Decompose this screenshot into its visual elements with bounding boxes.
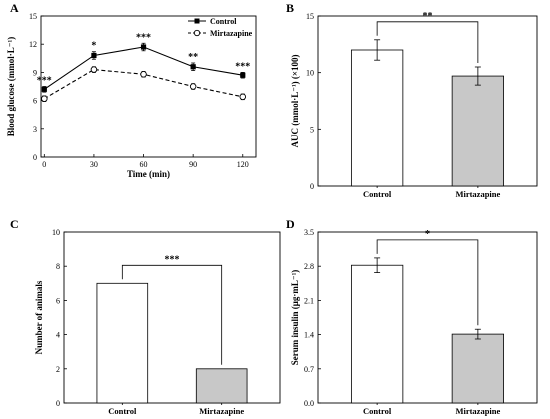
panel-a-significance-marker: *** [235,61,250,72]
panel-c-plot-frame [63,231,281,404]
panel-a-y-tick-label: 9 [33,68,37,77]
panel-a-y-tick-label: 3 [33,125,37,134]
panel-d-y-tick-label: 2.8 [304,262,314,271]
panel-a-significance-marker: *** [136,32,151,43]
panel-b-significance-marker: ** [423,11,433,22]
panel-a-legend-label-control: Control [210,17,237,26]
panel-a-x-tick-label: 60 [140,160,148,169]
panel-b-category-label-control: Control [363,189,392,199]
panel-a-point-control [140,44,147,50]
panel-d-category-label-control: Control [363,406,392,416]
panel-a-point-control [91,52,97,59]
panel-a-point-mirtazapine [41,95,48,102]
panel-c-y-tick-label: 0 [56,399,60,408]
panel-b-y-axis-title: AUC (mmol·L⁻¹) (×100) [290,54,300,147]
panel-b-bar-mirtazapine [451,75,505,187]
panel-b-y-tick-label: 10 [306,69,314,78]
panel-b-significance-bracket [376,21,479,63]
panel-a-y-tick-label: 15 [29,12,37,21]
panel-a-x-axis-title: Time (min) [127,169,170,179]
panel-a-significance-marker: * [91,41,96,52]
panel-d-bar-mirtazapine [451,333,505,404]
panel-c-label: C [10,217,19,231]
panel-d-significance-bracket [376,239,479,326]
panel-c-y-axis-title: Number of animals [34,280,44,354]
panel-b-bar-control [350,49,404,187]
panel-a-legend-label-mirtazapine: Mirtazapine [210,29,253,38]
panel-b-category-label-mirtazapine: Mirtazapine [455,189,500,199]
panel-a-point-control [240,72,246,78]
panel-a-legend-marker-control [194,18,200,24]
panel-d-label: D [286,217,295,231]
panel-a-y-tick-label: 12 [29,40,37,49]
panel-c-bar-control [96,282,149,404]
panel-c-significance-marker: *** [165,254,180,265]
panel-a-series-line-control [43,46,243,90]
panel-d-y-tick-label: 0.7 [304,365,314,374]
panel-a-x-tick-label: 120 [237,160,249,169]
panel-a-x-tick-label: 30 [90,160,98,169]
panel-b-label: B [286,1,294,15]
panel-d-category-label-mirtazapine: Mirtazapine [455,406,500,416]
panel-a-point-mirtazapine [239,93,247,101]
panel-d-y-axis-title: Serum insulin (μg·mL⁻¹) [290,270,300,366]
panel-a-significance-marker: ** [188,52,198,63]
panel-c-y-tick-label: 6 [56,296,60,305]
panel-b-y-tick-label: 5 [310,125,314,134]
panel-a-y-tick-label: 0 [33,153,37,162]
panel-d-plot-frame [317,231,538,404]
panel-a-point-mirtazapine [90,66,98,73]
panel-a-x-tick-label: 90 [189,160,197,169]
panel-a-point-mirtazapine [189,83,197,90]
panel-a-legend-marker-mirtazapine [193,29,201,37]
panel-c-bar-mirtazapine [195,368,248,404]
panel-b-plot-frame [317,15,538,187]
panel-a-point-control [190,64,196,70]
panel-c-y-tick-label: 2 [56,365,60,374]
panel-b-y-tick-label: 0 [310,182,314,191]
panel-c-significance-bracket [121,264,223,365]
panel-c-category-label-mirtazapine: Mirtazapine [199,406,244,416]
panel-c-y-tick-label: 8 [56,262,60,271]
panel-d-y-tick-label: 1.4 [304,331,314,340]
panel-d-y-tick-label: 3.5 [304,228,314,237]
panel-a-point-control [41,86,47,92]
panel-b-y-tick-label: 15 [306,12,314,21]
panel-a-label: A [10,1,19,15]
panel-c-category-label-control: Control [108,406,137,416]
panel-c-y-tick-label: 10 [52,228,60,237]
panel-a-y-tick-label: 6 [33,97,37,106]
panel-a-x-tick-label: 0 [42,160,46,169]
panel-c-y-tick-label: 4 [56,331,60,340]
panel-d-y-tick-label: 0.0 [304,399,314,408]
panel-d-bar-control [350,264,404,404]
panel-a-plot-frame [40,15,257,158]
panel-a-point-mirtazapine [140,71,147,78]
panel-a-significance-marker: *** [37,76,52,87]
panel-d-y-tick-label: 2.1 [304,296,314,305]
panel-d-significance-marker: * [425,229,430,240]
panel-a-y-axis-title: Blood glucose (mmol·L⁻¹) [6,37,16,136]
